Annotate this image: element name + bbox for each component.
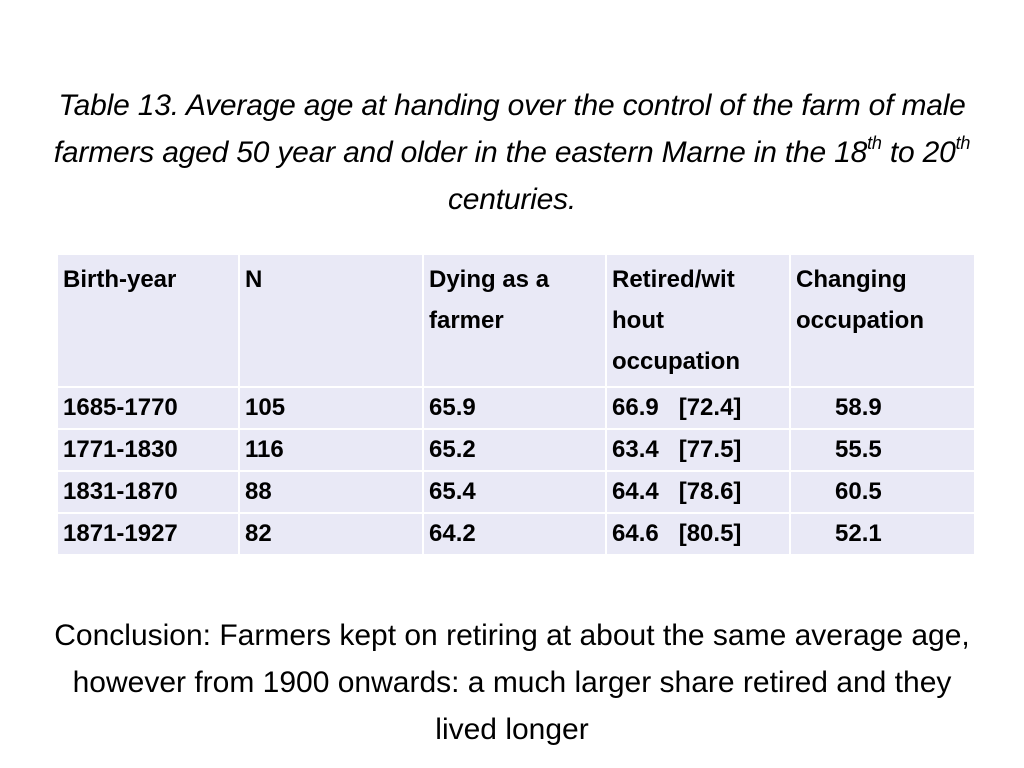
cell-retired: 64.4 [78.6] bbox=[605, 470, 791, 514]
cell-n: 82 bbox=[238, 512, 424, 556]
table-row: 1831-1870 88 65.4 64.4 [78.6] 60.5 bbox=[56, 470, 976, 514]
cell-retired-value: 64.4 bbox=[612, 478, 659, 505]
cell-dying: 65.2 bbox=[422, 428, 607, 472]
cell-retired-bracket: [80.5] bbox=[678, 520, 742, 547]
header-retired-without-occupation: Retired/wit hout occupation bbox=[605, 253, 791, 388]
title-text-part2: to 20 bbox=[881, 136, 956, 169]
cell-retired-value: 63.4 bbox=[612, 436, 659, 463]
cell-birth-year: 1871-1927 bbox=[56, 512, 240, 556]
title-text-part1: Table 13. Average age at handing over th… bbox=[53, 89, 966, 169]
table-row: 1771-1830 116 65.2 63.4 [77.5] 55.5 bbox=[56, 428, 976, 472]
cell-changing: 58.9 bbox=[789, 386, 976, 430]
header-birth-year: Birth-year bbox=[56, 253, 240, 388]
cell-birth-year: 1685-1770 bbox=[56, 386, 240, 430]
cell-n: 88 bbox=[238, 470, 424, 514]
cell-retired-value: 66.9 bbox=[612, 394, 659, 421]
cell-dying: 65.4 bbox=[422, 470, 607, 514]
cell-retired-bracket: [78.6] bbox=[678, 478, 742, 505]
cell-retired: 63.4 [77.5] bbox=[605, 428, 791, 472]
cell-dying: 64.2 bbox=[422, 512, 607, 556]
cell-changing: 60.5 bbox=[789, 470, 976, 514]
slide-title: Table 13. Average age at handing over th… bbox=[40, 82, 984, 223]
table-header-row: Birth-year N Dying as a farmer Retired/w… bbox=[56, 253, 976, 388]
cell-birth-year: 1771-1830 bbox=[56, 428, 240, 472]
table-row: 1685-1770 105 65.9 66.9 [72.4] 58.9 bbox=[56, 386, 976, 430]
table-row: 1871-1927 82 64.2 64.6 [80.5] 52.1 bbox=[56, 512, 976, 556]
cell-retired-bracket: [72.4] bbox=[678, 394, 742, 421]
header-retired-line1: Retired/wit bbox=[612, 266, 735, 293]
cell-dying: 65.9 bbox=[422, 386, 607, 430]
cell-retired-bracket: [77.5] bbox=[678, 436, 742, 463]
cell-retired-value: 64.6 bbox=[612, 520, 659, 547]
header-changing-occupation: Changing occupation bbox=[789, 253, 976, 388]
cell-n: 116 bbox=[238, 428, 424, 472]
cell-changing: 55.5 bbox=[789, 428, 976, 472]
cell-birth-year: 1831-1870 bbox=[56, 470, 240, 514]
title-superscript-2: th bbox=[955, 133, 971, 153]
data-table: Birth-year N Dying as a farmer Retired/w… bbox=[56, 253, 976, 556]
header-n: N bbox=[238, 253, 424, 388]
cell-n: 105 bbox=[238, 386, 424, 430]
header-retired-line3: occupation bbox=[612, 348, 741, 375]
title-superscript-1: th bbox=[867, 133, 882, 153]
cell-retired: 66.9 [72.4] bbox=[605, 386, 791, 430]
conclusion-text: Conclusion: Farmers kept on retiring at … bbox=[54, 619, 970, 746]
title-text-part3: centuries. bbox=[447, 183, 577, 216]
cell-changing: 52.1 bbox=[789, 512, 976, 556]
data-table-container: Birth-year N Dying as a farmer Retired/w… bbox=[56, 253, 976, 556]
cell-retired: 64.6 [80.5] bbox=[605, 512, 791, 556]
header-retired-line2: hout bbox=[612, 307, 664, 334]
header-dying-as-farmer: Dying as a farmer bbox=[422, 253, 607, 388]
